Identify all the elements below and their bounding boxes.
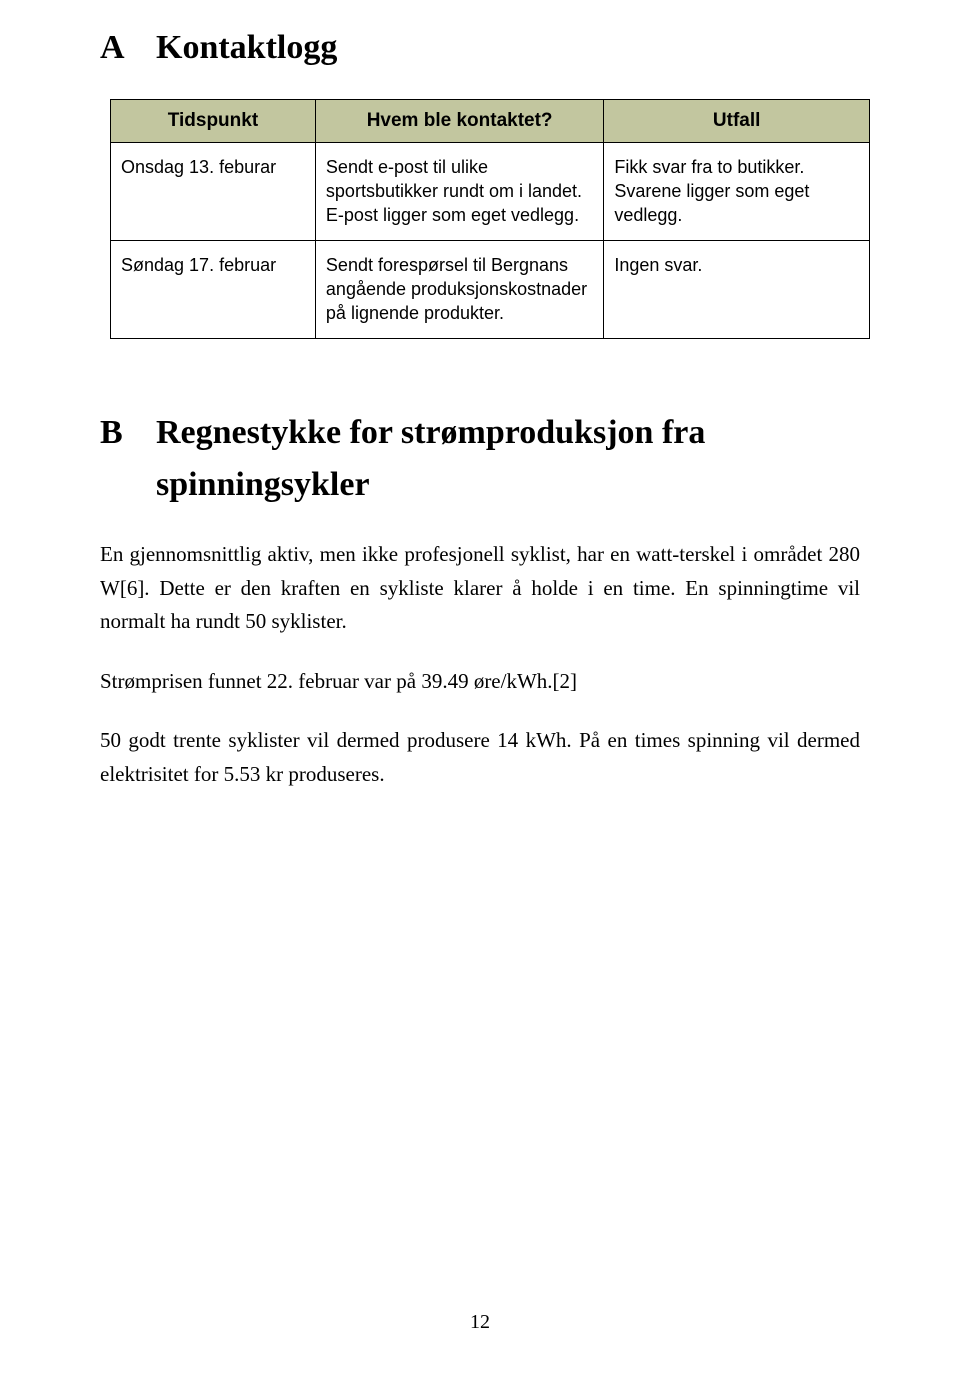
col-header-who: Hvem ble kontaktet? [315,99,603,142]
cell-who: Sendt e-post til ulike sportsbutikker ru… [315,142,603,240]
table-row: Søndag 17. februar Sendt forespørsel til… [111,240,870,338]
section-b-letter: B [100,407,156,460]
section-b-heading: B Regnestykke for strømproduksjon fra sp… [100,407,860,512]
contact-log-table: Tidspunkt Hvem ble kontaktet? Utfall Ons… [110,99,870,339]
page-number: 12 [0,1311,960,1334]
col-header-outcome: Utfall [604,99,870,142]
section-a-heading: AKontaktlogg [100,28,860,69]
body-paragraph-1: En gjennomsnittlig aktiv, men ikke profe… [100,538,860,639]
cell-time: Søndag 17. februar [111,240,316,338]
cell-time: Onsdag 13. feburar [111,142,316,240]
cell-outcome: Fikk svar fra to butikker. Svarene ligge… [604,142,870,240]
section-a-title: Kontaktlogg [156,29,337,66]
table-row: Onsdag 13. feburar Sendt e-post til ulik… [111,142,870,240]
col-header-time: Tidspunkt [111,99,316,142]
body-paragraph-2: Strømprisen funnet 22. februar var på 39… [100,665,860,699]
cell-outcome: Ingen svar. [604,240,870,338]
table-header-row: Tidspunkt Hvem ble kontaktet? Utfall [111,99,870,142]
document-page: AKontaktlogg Tidspunkt Hvem ble kontakte… [0,0,960,1376]
cell-who: Sendt forespørsel til Bergnans angående … [315,240,603,338]
section-a-letter: A [100,28,156,69]
body-paragraph-3: 50 godt trente syklister vil dermed prod… [100,724,860,791]
section-b-title: Regnestykke for strømproduksjon fra spin… [156,407,860,512]
